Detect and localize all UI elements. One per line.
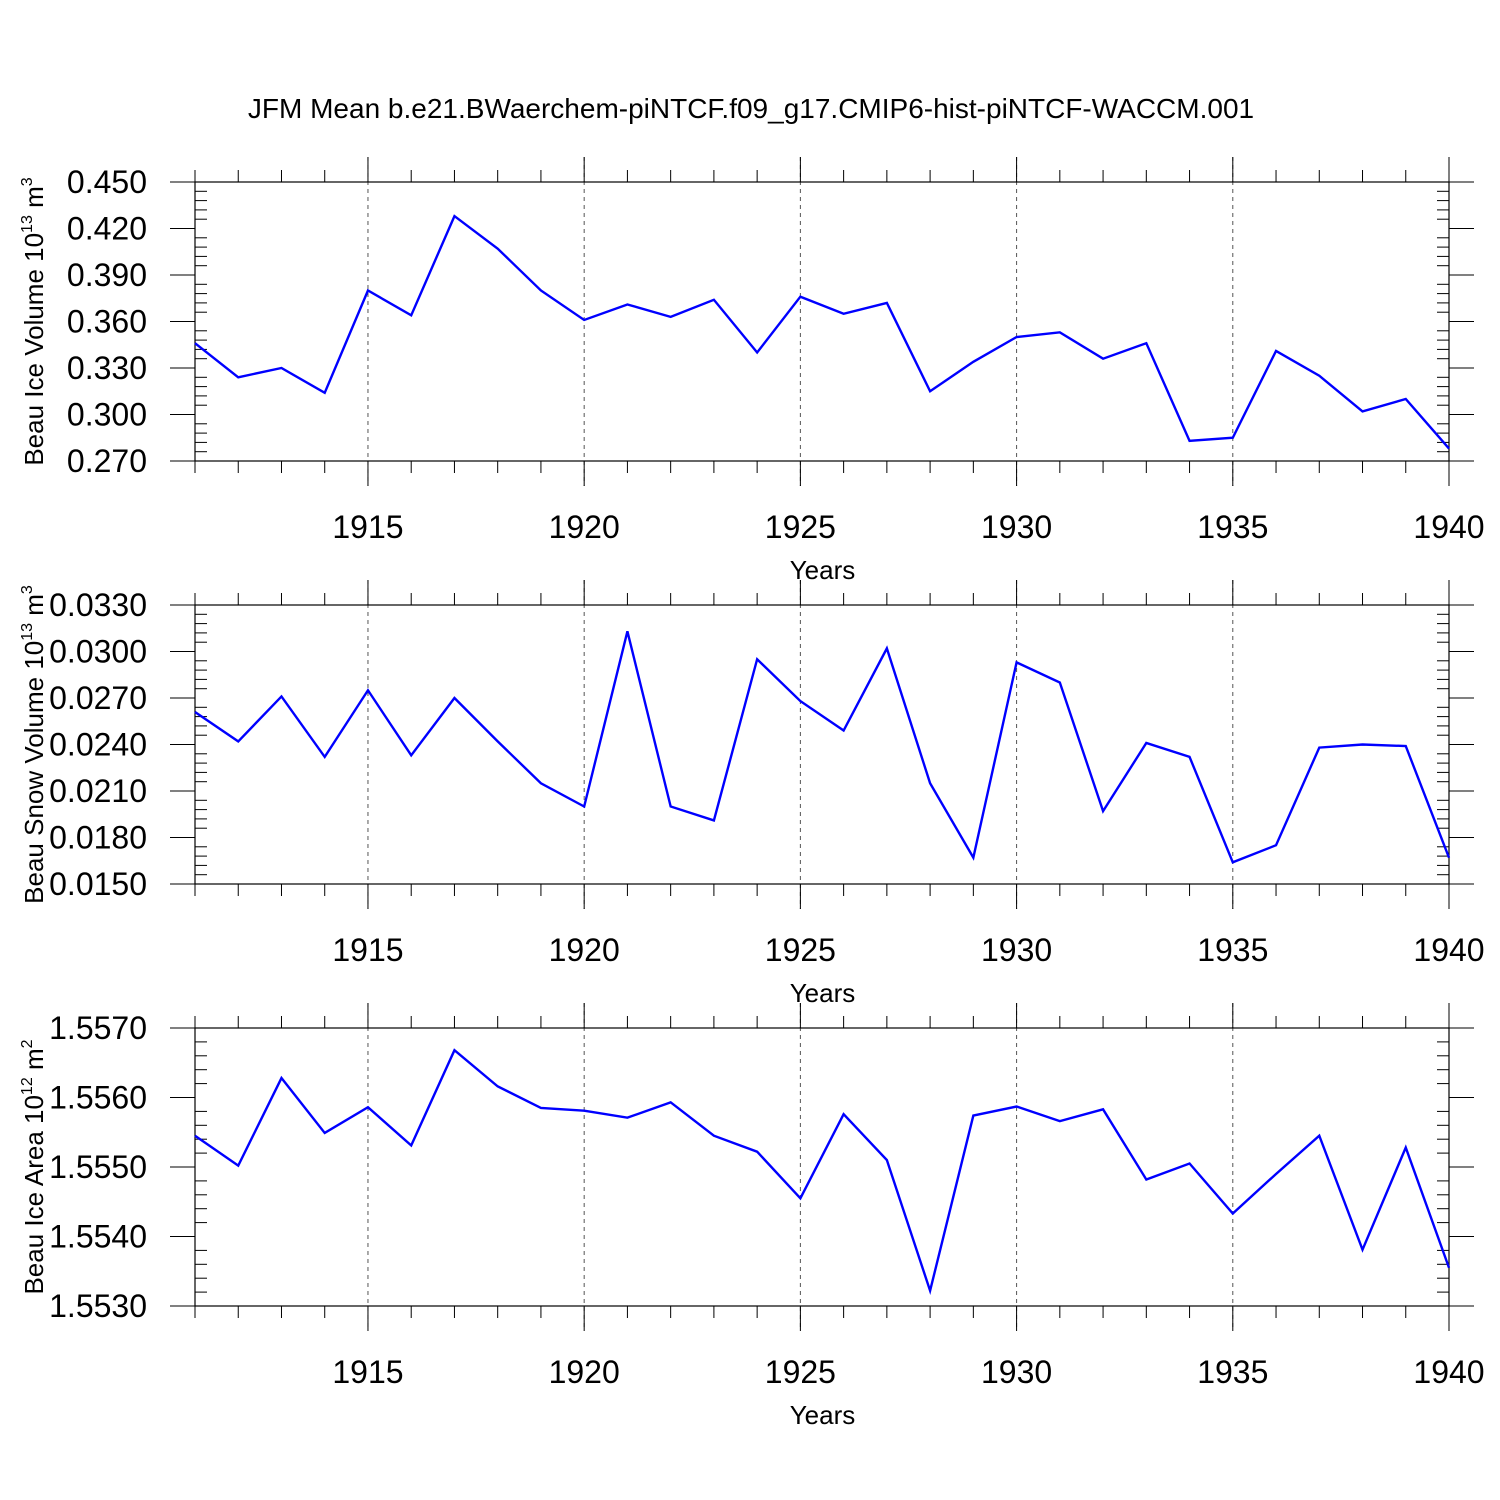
x-tick-label: 1940 xyxy=(1413,509,1484,545)
y-tick-label: 0.0150 xyxy=(49,866,147,902)
y-axis-label-unit-exponent: 3 xyxy=(19,585,36,594)
x-tick-label: 1925 xyxy=(765,1354,836,1390)
x-tick-label: 1920 xyxy=(549,509,620,545)
panel-1: 0.270 0.300 0.330 0.360 0.390 0.420 0.450 1915 1… xyxy=(19,157,1485,585)
x-tick-label: 1940 xyxy=(1413,1354,1484,1390)
panel-3: 1.5530 1.5540 1.5550 1.5560 1.5570 1915 1920 19… xyxy=(19,1003,1485,1430)
x-tick-label: 1915 xyxy=(332,1354,403,1390)
y-tick-label: 0.330 xyxy=(67,350,147,386)
x-tick-label: 1940 xyxy=(1413,932,1484,968)
y-tick-label: 1.5550 xyxy=(49,1149,147,1185)
y-axis-label-exponent: 12 xyxy=(19,1077,36,1095)
y-tick-label: 0.0330 xyxy=(49,587,147,623)
y-axis-label: Beau Ice Volume 1013 m3 xyxy=(19,177,49,465)
x-tick-label: 1925 xyxy=(765,932,836,968)
y-tick-label: 0.0300 xyxy=(49,634,147,670)
x-axis-label: Years xyxy=(790,555,856,585)
plot-frame xyxy=(194,181,1450,462)
y-axis-label: Beau Ice Area 1012 m2 xyxy=(19,1039,49,1294)
x-tick-label: 1920 xyxy=(549,1354,620,1390)
y-tick-label: 0.0240 xyxy=(49,727,147,763)
chart-title: JFM Mean b.e21.BWaerchem-piNTCF.f09_g17.… xyxy=(248,93,1254,124)
y-tick-label: 0.300 xyxy=(67,397,147,433)
x-tick-label: 1925 xyxy=(765,509,836,545)
y-axis-label-unit-exponent: 3 xyxy=(19,177,36,186)
y-axis-label-main: Beau Ice Volume 10 xyxy=(19,233,49,466)
x-tick-label: 1935 xyxy=(1197,1354,1268,1390)
x-tick-label: 1915 xyxy=(332,509,403,545)
y-tick-label: 1.5530 xyxy=(49,1288,147,1324)
y-axis-label-unit: m xyxy=(19,1048,49,1077)
x-tick-label: 1935 xyxy=(1197,509,1268,545)
y-tick-label: 0.0180 xyxy=(49,820,147,856)
y-tick-label: 0.420 xyxy=(67,211,147,247)
series-line xyxy=(194,214,1450,450)
plot-frame xyxy=(194,1027,1450,1307)
y-axis-label-unit: m xyxy=(19,594,49,623)
y-tick-label: 0.0210 xyxy=(49,773,147,809)
y-tick-label: 1.5540 xyxy=(49,1219,147,1255)
y-axis-label: Beau Snow Volume 1013 m3 xyxy=(19,585,49,904)
y-axis-label-unit: m xyxy=(19,186,49,215)
x-tick-label: 1915 xyxy=(332,932,403,968)
y-tick-label: 0.360 xyxy=(67,304,147,340)
y-axis-label-exponent: 13 xyxy=(19,215,36,233)
plot-frame xyxy=(194,604,1450,885)
y-axis-label-exponent: 13 xyxy=(19,623,36,641)
y-tick-label: 1.5560 xyxy=(49,1080,147,1116)
panel-2: 0.0150 0.0180 0.0210 0.0240 0.0270 0.0300 0.03… xyxy=(19,580,1485,1008)
series-line xyxy=(194,1048,1451,1296)
x-axis-label: Years xyxy=(790,978,856,1008)
y-axis-label-main: Beau Snow Volume 10 xyxy=(19,641,49,904)
y-axis-label-unit-exponent: 2 xyxy=(19,1039,36,1048)
y-tick-label: 1.5570 xyxy=(49,1010,147,1046)
y-tick-label: 0.270 xyxy=(67,443,147,479)
series-line xyxy=(194,631,1451,864)
x-tick-label: 1930 xyxy=(981,509,1052,545)
x-axis-label: Years xyxy=(790,1400,856,1430)
x-tick-label: 1935 xyxy=(1197,932,1268,968)
x-tick-label: 1920 xyxy=(549,932,620,968)
y-tick-label: 0.390 xyxy=(67,257,147,293)
x-tick-label: 1930 xyxy=(981,932,1052,968)
y-tick-label: 0.0270 xyxy=(49,680,147,716)
x-tick-label: 1930 xyxy=(981,1354,1052,1390)
y-tick-label: 0.450 xyxy=(67,164,147,200)
y-axis-label-main: Beau Ice Area 10 xyxy=(19,1095,49,1294)
